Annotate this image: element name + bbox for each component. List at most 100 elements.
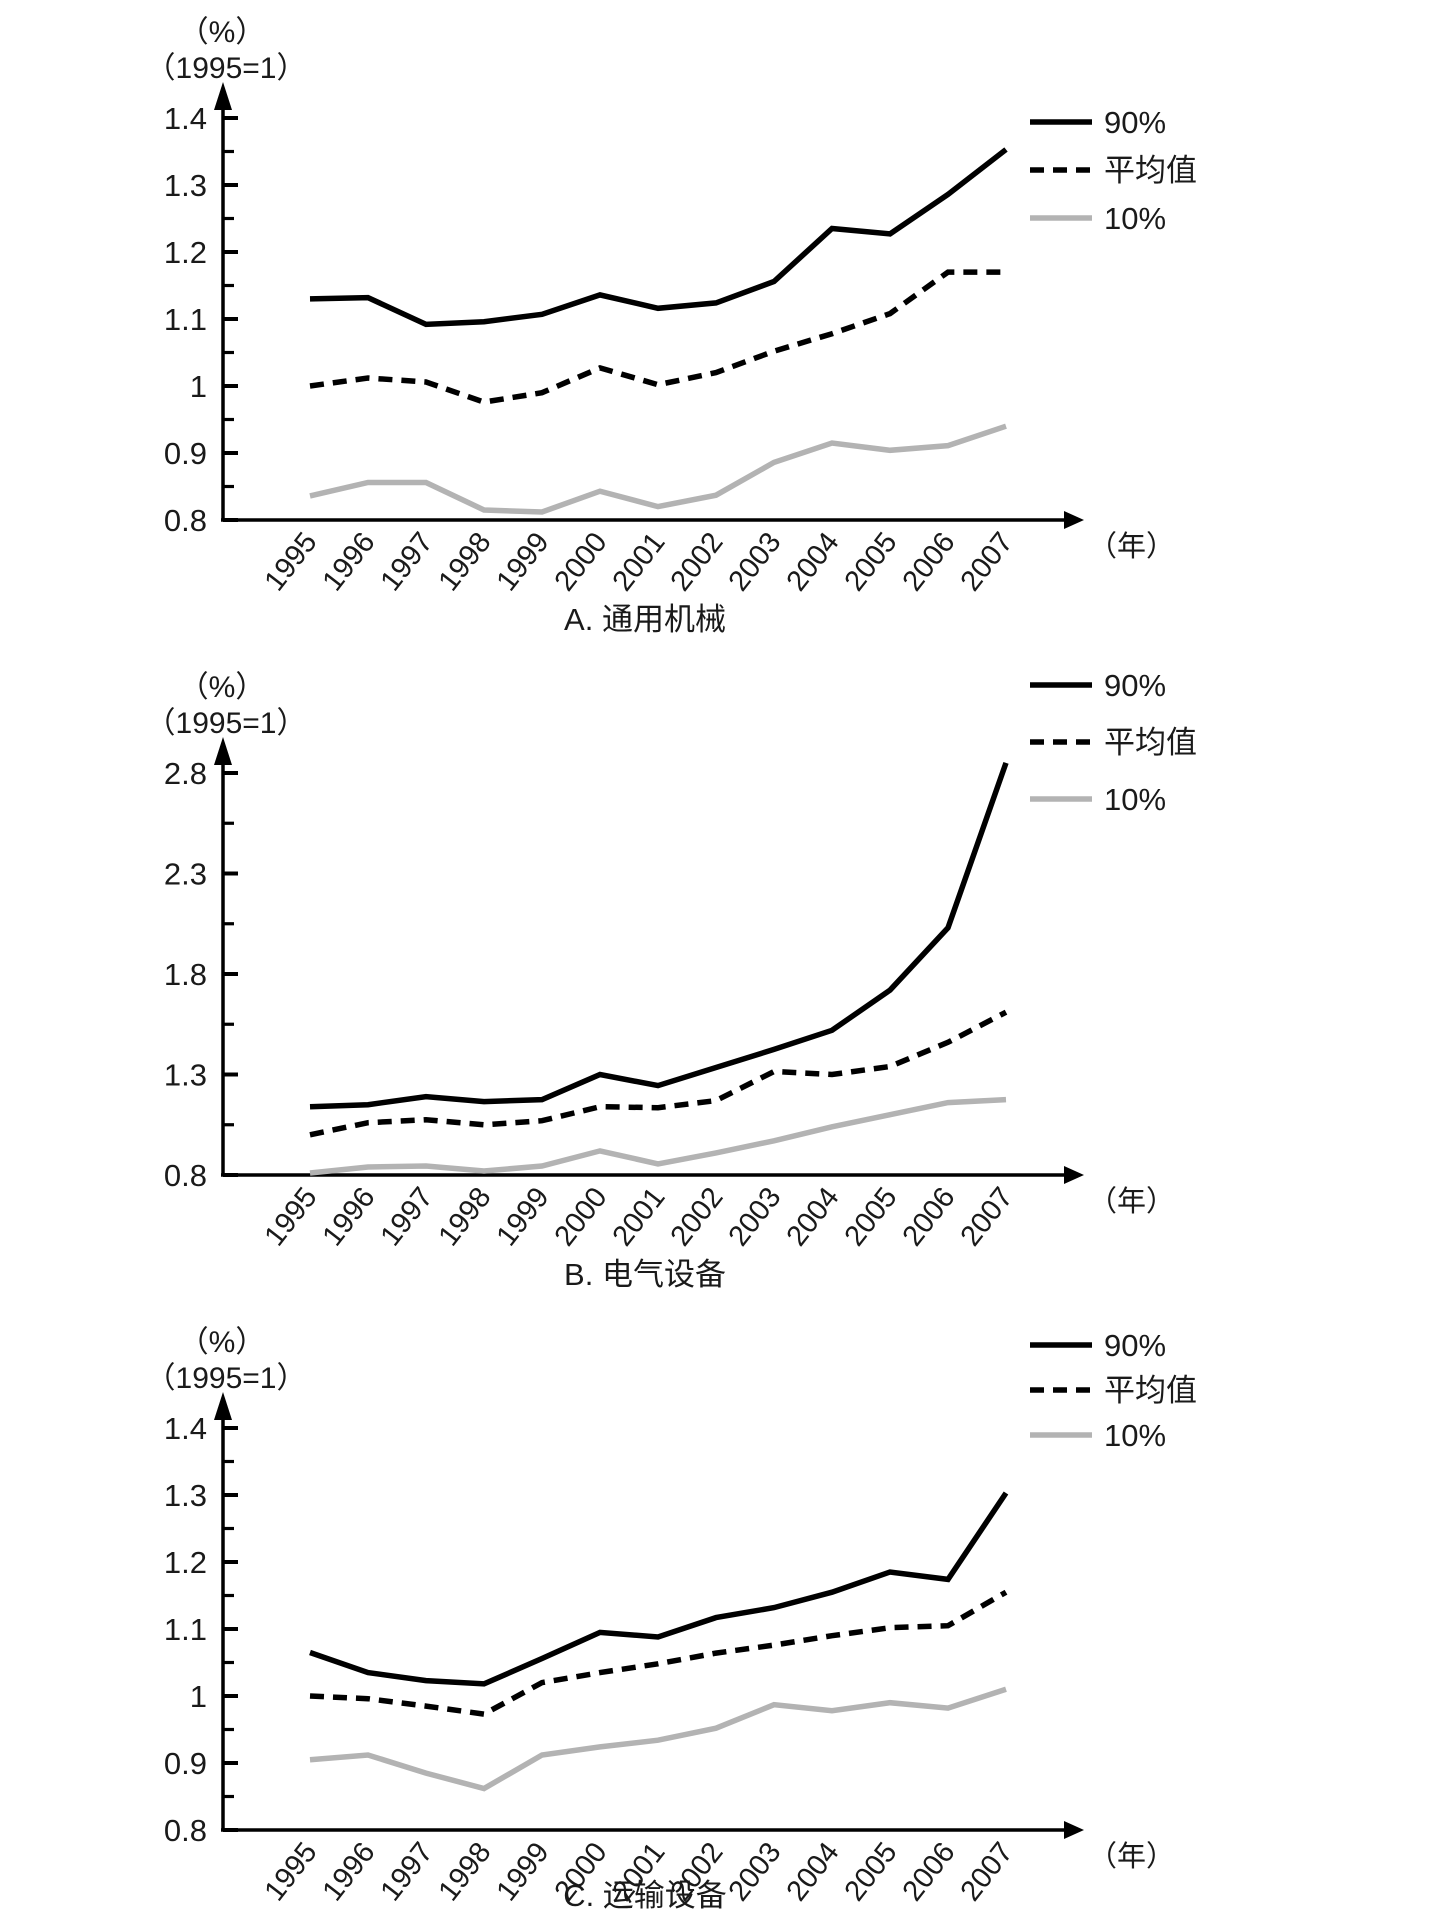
x-tick-label: 2007 [955, 1182, 1020, 1253]
chart-title: C. 运输设备 [563, 1878, 727, 1913]
series-line-90pct [309, 1491, 1009, 1687]
y-tick-label: 1.4 [164, 101, 207, 136]
y-axis: 2.8 2.3 1.8 1.3 0.8 [164, 737, 238, 1193]
series-line-90pct [309, 761, 1009, 1110]
x-tick-label: 2006 [897, 1837, 962, 1908]
legend-item-90pct: 90% [1030, 668, 1166, 703]
x-tick-label: 2006 [897, 527, 962, 598]
y-tick-label: 1.4 [164, 1411, 207, 1446]
percent-unit-label: （%） [179, 1326, 266, 1359]
legend-label-90pct: 90% [1104, 105, 1166, 140]
x-axis: 1995199619971998199920002001200220032004… [221, 511, 1084, 597]
legend-label-10pct: 10% [1104, 201, 1166, 236]
legend-item-mean: 平均值 [1030, 153, 1197, 188]
chart-a-general-machinery: （%） （1995=1） 1.41.31.21.110.90.8 1995199… [146, 16, 1197, 637]
legend-item-mean: 平均值 [1030, 725, 1197, 760]
x-tick-label: 1998 [433, 527, 498, 598]
y-tick-label: 0.8 [164, 1158, 207, 1193]
legend-label-mean: 平均值 [1104, 153, 1197, 188]
y-tick-label: 2.3 [164, 857, 207, 892]
legend-item-mean: 平均值 [1030, 1373, 1197, 1408]
series-line-mean [309, 1009, 1008, 1138]
y-tick-label: 1 [190, 1679, 207, 1714]
x-axis-arrow-icon [1064, 1166, 1084, 1184]
plot-area [309, 147, 1008, 515]
legend-label-90pct: 90% [1104, 668, 1166, 703]
x-tick-label: 2002 [665, 527, 730, 598]
legend-label-10pct: 10% [1104, 1418, 1166, 1453]
series-line-mean [309, 1589, 1008, 1717]
x-tick-label: 1999 [491, 1182, 556, 1253]
x-tick-label: 1997 [375, 1837, 440, 1908]
y-axis-arrow-icon [214, 82, 232, 110]
x-tick-label: 1996 [317, 1182, 382, 1253]
index-base-label: （1995=1） [146, 1362, 307, 1395]
x-tick-label: 2007 [955, 527, 1020, 598]
plot-area [309, 1491, 1009, 1792]
x-tick-label: 2005 [839, 1182, 904, 1253]
x-tick-label: 1995 [259, 527, 324, 598]
legend-label-10pct: 10% [1104, 782, 1166, 817]
y-axis: 1.4 1.3 1.2 1.1 1 0.9 0.8 [164, 1392, 238, 1848]
y-tick-label: 1.8 [164, 957, 207, 992]
legend: 90% 平均值 10% [1030, 105, 1197, 236]
x-tick-label: 2003 [723, 1182, 788, 1253]
x-tick-label: 1998 [433, 1837, 498, 1908]
y-axis-arrow-icon [214, 737, 232, 765]
x-tick-label: 2001 [607, 1182, 672, 1253]
chart-b-electrical-equipment: （%） （1995=1） 2.82.31.81.30.8 19951996199… [146, 668, 1197, 1292]
legend-item-90pct: 90% [1030, 1328, 1166, 1363]
series-line-10pct [309, 423, 1007, 515]
y-tick-label: 2.8 [164, 756, 207, 791]
legend-label-mean: 平均值 [1104, 725, 1197, 760]
x-tick-label: 1995 [259, 1182, 324, 1253]
index-base-label: （1995=1） [146, 52, 307, 85]
y-tick-label: 1.2 [164, 1545, 207, 1580]
x-tick-label: 2005 [839, 527, 904, 598]
x-tick-label: 2000 [549, 1182, 614, 1253]
x-tick-label: 2004 [781, 527, 846, 598]
y-tick-label: 1 [190, 369, 207, 404]
x-tick-label: 1997 [375, 527, 440, 598]
chart-c-transport-equipment: （%） （1995=1） 1.41.31.21.110.90.8 1995199… [146, 1326, 1197, 1913]
x-tick-label: 1999 [491, 1837, 556, 1908]
x-unit-label: （年） [1088, 530, 1175, 563]
y-tick-label: 1.1 [164, 1612, 207, 1647]
x-tick-label: 1997 [375, 1182, 440, 1253]
legend-item-90pct: 90% [1030, 105, 1166, 140]
x-tick-label: 2001 [607, 527, 672, 598]
chart-title: B. 电气设备 [564, 1257, 726, 1292]
x-tick-label: 2002 [665, 1182, 730, 1253]
x-tick-label: 1996 [317, 1837, 382, 1908]
y-tick-label: 0.9 [164, 1746, 207, 1781]
x-axis: 1995199619971998199920002001200220032004… [221, 1166, 1084, 1252]
x-tick-label: 2005 [839, 1837, 904, 1908]
percent-unit-label: （%） [179, 671, 266, 704]
x-tick-label: 2000 [549, 527, 614, 598]
y-tick-label: 1.1 [164, 302, 207, 337]
x-tick-label: 2003 [723, 527, 788, 598]
x-unit-label: （年） [1088, 1840, 1175, 1873]
x-unit-label: （年） [1088, 1185, 1175, 1218]
legend-item-10pct: 10% [1030, 782, 1166, 817]
x-axis-arrow-icon [1064, 511, 1084, 529]
legend: 90% 平均值 10% [1030, 1328, 1197, 1453]
x-tick-label: 2004 [781, 1182, 846, 1253]
y-tick-label: 1.3 [164, 1058, 207, 1093]
series-line-10pct [309, 1686, 1007, 1792]
percent-unit-label: （%） [179, 16, 266, 49]
chart-title: A. 通用机械 [564, 602, 726, 637]
y-tick-label: 0.9 [164, 436, 207, 471]
series-line-10pct [309, 1096, 1007, 1176]
x-tick-label: 1999 [491, 527, 556, 598]
index-base-label: （1995=1） [146, 707, 307, 740]
x-tick-label: 2006 [897, 1182, 962, 1253]
x-axis-arrow-icon [1064, 1821, 1084, 1839]
x-tick-label: 2004 [781, 1837, 846, 1908]
x-tick-label: 1996 [317, 527, 382, 598]
series-line-90pct [309, 147, 1008, 328]
x-tick-label: 2007 [955, 1837, 1020, 1908]
legend-item-10pct: 10% [1030, 201, 1166, 236]
x-tick-label: 2003 [723, 1837, 788, 1908]
legend: 90% 平均值 10% [1030, 668, 1197, 817]
